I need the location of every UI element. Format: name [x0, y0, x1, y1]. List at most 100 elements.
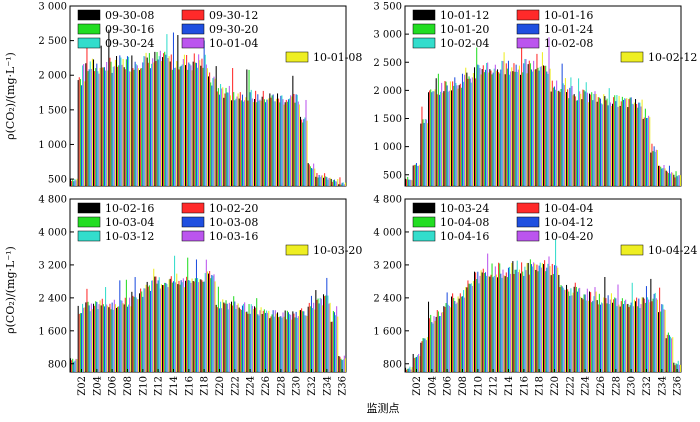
bar-Z03-10-01-12 [420, 123, 422, 186]
bar-Z04-10-04-12 [431, 322, 433, 372]
bar-Z12-10-03-20 [160, 284, 162, 372]
bar-Z27-10-04-08 [606, 303, 608, 372]
bar-Z34-10-03-24 [658, 312, 660, 372]
bar-Z02-10-04-20 [418, 353, 420, 372]
bar-Z33-10-03-20 [321, 305, 323, 372]
bar-Z13-10-02-08 [502, 61, 504, 187]
x-tick-label: Z14 [504, 376, 515, 396]
x-tick-label: Z22 [230, 376, 241, 396]
bar-Z05-10-04-20 [441, 312, 443, 372]
bar-Z05-10-01-20 [437, 73, 439, 186]
bar-Z27-10-02-04 [608, 88, 610, 186]
bar-Z26-10-04-04 [597, 304, 599, 372]
bar-Z17-10-02-16 [192, 281, 194, 372]
bar-Z34-09-30-08 [323, 177, 325, 186]
bar-Z12-10-02-16 [154, 276, 156, 372]
bar-Z25-10-03-04 [256, 298, 258, 372]
bar-Z14-10-01-12 [504, 74, 506, 186]
bar-Z08-10-04-08 [460, 296, 462, 372]
bar-Z17-10-03-04 [194, 278, 196, 372]
x-tick-label: Z12 [154, 376, 165, 396]
bar-Z29-09-30-08 [284, 102, 286, 186]
bar-Z12-10-01-04 [159, 50, 161, 186]
bar-Z13-10-03-16 [167, 287, 169, 372]
bar-Z04-10-04-24 [434, 320, 436, 372]
bar-Z34-10-01-16 [659, 165, 661, 186]
bar-Z29-10-01-20 [621, 96, 623, 186]
bar-Z15-10-03-12 [181, 282, 183, 372]
y-tick-label: 4 800 [373, 195, 402, 206]
y-axis-title-bottom: ρ(CO₂)/(mg·L⁻¹) [4, 246, 17, 334]
bar-Z31-10-04-08 [637, 306, 639, 372]
bar-Z35-10-02-04 [670, 173, 672, 186]
bar-Z09-10-01-20 [468, 76, 470, 186]
bar-Z06-10-02-12 [449, 81, 451, 186]
bar-Z33-10-03-08 [318, 303, 320, 372]
bar-Z05-10-01-16 [436, 94, 438, 186]
bar-Z06-10-02-20 [109, 303, 111, 372]
bar-Z26-10-01-16 [597, 97, 599, 186]
bar-Z33-10-01-04 [320, 175, 322, 186]
bar-Z08-10-03-20 [130, 306, 132, 372]
bar-Z15-10-04-08 [514, 269, 516, 372]
bar-Z19-10-02-12 [549, 68, 551, 186]
bar-Z04-10-04-16 [432, 323, 434, 372]
bar-Z15-10-02-12 [518, 65, 520, 186]
bar-Z15-10-02-08 [517, 69, 519, 186]
bar-Z28-10-01-08 [283, 104, 285, 186]
legend-label: 10-01-04 [209, 37, 258, 50]
x-tick-label: Z14 [169, 376, 180, 396]
bar-Z35-10-03-20 [337, 316, 339, 372]
bar-Z34-10-01-08 [329, 177, 331, 186]
bar-Z05-10-02-20 [101, 298, 103, 372]
bar-Z30-10-03-16 [297, 316, 299, 372]
bar-Z17-10-04-24 [534, 263, 536, 372]
bar-Z35-10-04-08 [667, 332, 669, 372]
bar-Z04-10-03-04 [95, 301, 97, 372]
legend-swatch [77, 230, 101, 242]
bar-Z20-10-01-12 [550, 91, 552, 186]
bar-Z26-10-04-08 [598, 293, 600, 372]
bar-Z06-10-03-12 [112, 309, 114, 372]
bar-Z15-10-04-16 [516, 260, 518, 372]
bar-Z17-10-03-20 [199, 279, 201, 372]
bar-Z19-10-01-16 [544, 65, 546, 186]
bar-Z15-10-03-24 [512, 261, 514, 372]
bar-Z21-10-01-08 [229, 95, 231, 186]
x-tick-label: Z20 [215, 376, 226, 396]
bar-Z04-10-03-20 [99, 300, 101, 372]
legend-swatch [620, 51, 644, 63]
bar-Z07-10-02-04 [455, 82, 457, 186]
bar-Z15-10-01-16 [513, 63, 515, 186]
y-tick-label: 4 800 [38, 195, 67, 206]
bar-Z36-10-03-08 [341, 360, 343, 372]
bar-Z09-10-04-20 [471, 285, 473, 372]
bar-Z11-10-03-12 [151, 280, 153, 372]
bar-Z07-10-04-08 [453, 298, 455, 372]
bar-Z13-10-02-20 [163, 285, 165, 372]
bar-Z25-09-30-24 [258, 100, 260, 186]
bar-Z17-10-04-12 [530, 264, 532, 372]
bar-Z13-10-04-20 [502, 269, 504, 372]
bar-Z03-09-30-16 [87, 71, 89, 186]
bar-Z24-09-30-08 [246, 69, 248, 186]
bar-Z31-10-02-08 [640, 106, 642, 186]
bar-Z07-09-30-24 [120, 57, 122, 186]
bar-Z18-10-04-12 [538, 265, 540, 372]
bar-Z18-10-03-04 [202, 281, 204, 372]
bar-Z24-10-04-12 [584, 294, 586, 372]
x-tick-label: Z02 [77, 376, 88, 396]
bar-Z13-10-01-04 [167, 58, 169, 186]
bar-Z34-10-02-04 [662, 168, 664, 186]
bar-Z12-10-04-24 [495, 274, 497, 372]
bar-Z23-10-04-16 [578, 288, 580, 372]
bar-Z04-10-03-24 [428, 301, 430, 372]
bar-Z10-09-30-24 [143, 56, 145, 186]
bar-Z35-09-30-24 [335, 181, 337, 186]
bar-Z06-10-01-24 [446, 85, 448, 186]
bar-Z05-10-04-04 [436, 310, 438, 372]
bar-Z04-10-01-12 [428, 92, 430, 186]
bar-Z22-09-30-16 [233, 92, 235, 186]
bar-Z03-10-04-20 [425, 340, 427, 372]
bar-Z09-10-01-04 [136, 65, 138, 186]
